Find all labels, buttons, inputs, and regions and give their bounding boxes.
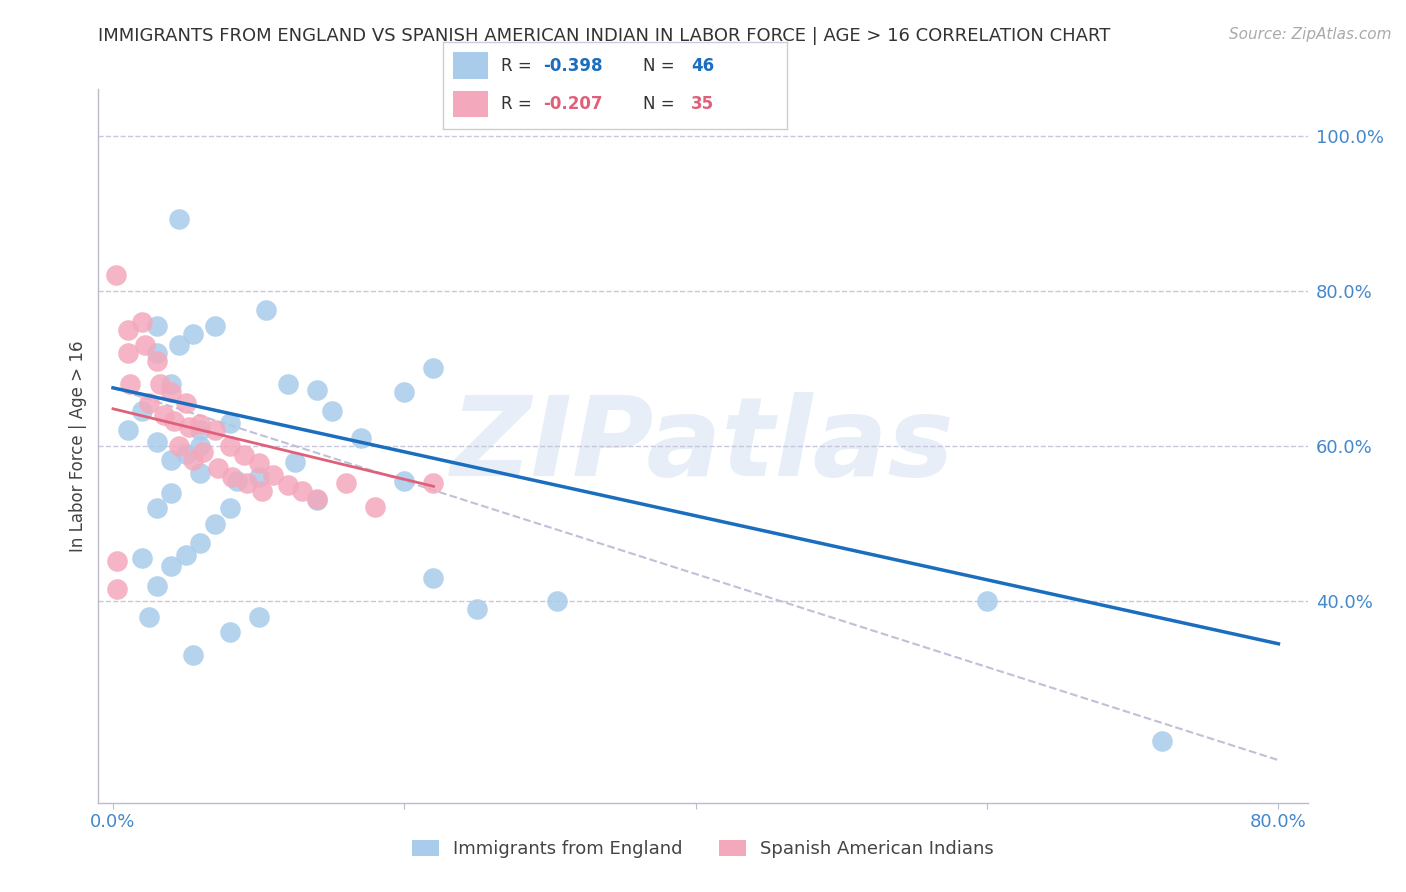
Text: Source: ZipAtlas.com: Source: ZipAtlas.com: [1229, 27, 1392, 42]
Point: [149, 376, 172, 391]
Point: [131, 551, 153, 566]
Point: [465, 602, 488, 616]
Text: 46: 46: [690, 56, 714, 75]
Point: [167, 211, 190, 226]
Point: [117, 424, 139, 438]
Point: [160, 559, 183, 574]
Point: [131, 315, 153, 329]
Point: [218, 416, 240, 430]
Text: -0.207: -0.207: [543, 95, 602, 113]
Point: [546, 594, 568, 608]
Point: [204, 424, 226, 438]
Point: [225, 474, 247, 488]
Point: [145, 318, 167, 333]
Text: R =: R =: [502, 56, 537, 75]
Point: [1150, 733, 1173, 747]
Point: [181, 326, 204, 341]
Point: [262, 468, 284, 483]
Point: [190, 417, 212, 432]
Point: [167, 439, 190, 453]
Point: [190, 536, 212, 550]
Point: [422, 571, 444, 585]
Point: [160, 376, 183, 391]
Point: [305, 383, 328, 397]
Point: [160, 485, 183, 500]
Point: [174, 447, 197, 461]
Text: 35: 35: [690, 95, 714, 113]
Point: [190, 466, 212, 480]
Point: [350, 431, 373, 445]
Point: [305, 491, 328, 506]
Point: [160, 384, 183, 399]
Point: [233, 448, 256, 462]
Point: [134, 338, 156, 352]
Point: [277, 376, 299, 391]
Point: [247, 609, 270, 624]
Bar: [453, 91, 488, 117]
Point: [131, 404, 153, 418]
Point: [145, 353, 167, 368]
Point: [321, 404, 343, 418]
Point: [174, 548, 197, 562]
Point: [181, 453, 204, 467]
Point: [236, 476, 259, 491]
Text: ZIPatlas: ZIPatlas: [451, 392, 955, 500]
Point: [207, 460, 229, 475]
Point: [221, 470, 243, 484]
Point: [247, 470, 270, 484]
Legend: Immigrants from England, Spanish American Indians: Immigrants from England, Spanish America…: [405, 832, 1001, 865]
Point: [104, 268, 127, 283]
Point: [138, 609, 160, 624]
Point: [177, 419, 200, 434]
Point: [145, 346, 167, 360]
Point: [218, 501, 240, 516]
Point: [117, 346, 139, 360]
Point: [204, 516, 226, 531]
Point: [145, 579, 167, 593]
Point: [250, 483, 273, 498]
Text: R =: R =: [502, 95, 537, 113]
Point: [190, 439, 212, 453]
Point: [138, 396, 160, 410]
Point: [305, 493, 328, 508]
Point: [335, 476, 357, 491]
Point: [394, 384, 416, 399]
Point: [145, 435, 167, 450]
Point: [277, 477, 299, 491]
Point: [181, 648, 204, 663]
Point: [190, 424, 212, 438]
Point: [167, 338, 190, 352]
Point: [193, 445, 215, 459]
Point: [160, 453, 183, 467]
Point: [422, 361, 444, 376]
Point: [394, 474, 416, 488]
Point: [284, 454, 307, 468]
Text: -0.398: -0.398: [543, 56, 602, 75]
Point: [204, 318, 226, 333]
Point: [218, 439, 240, 453]
Text: N =: N =: [643, 95, 679, 113]
Point: [174, 396, 197, 410]
Point: [976, 594, 998, 608]
Point: [153, 408, 176, 422]
Point: [105, 582, 128, 597]
Point: [247, 456, 270, 470]
Point: [422, 476, 444, 491]
Text: IMMIGRANTS FROM ENGLAND VS SPANISH AMERICAN INDIAN IN LABOR FORCE | AGE > 16 COR: IMMIGRANTS FROM ENGLAND VS SPANISH AMERI…: [98, 27, 1111, 45]
Point: [218, 625, 240, 640]
Point: [254, 303, 277, 318]
Point: [364, 500, 387, 514]
Text: N =: N =: [643, 56, 679, 75]
Point: [120, 376, 142, 391]
Point: [145, 501, 167, 516]
Bar: [453, 53, 488, 78]
Y-axis label: In Labor Force | Age > 16: In Labor Force | Age > 16: [69, 340, 87, 552]
Point: [291, 483, 314, 498]
Point: [163, 414, 186, 428]
Point: [105, 554, 128, 568]
Point: [117, 323, 139, 337]
